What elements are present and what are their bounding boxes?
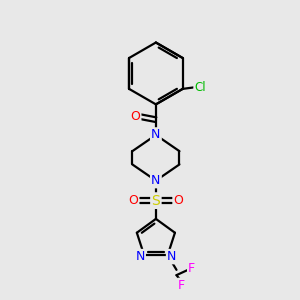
Text: S: S bbox=[152, 194, 160, 208]
Text: N: N bbox=[151, 174, 160, 187]
Text: O: O bbox=[128, 194, 138, 207]
Text: O: O bbox=[174, 194, 184, 207]
Text: F: F bbox=[178, 279, 185, 292]
Text: N: N bbox=[135, 250, 145, 263]
Text: N: N bbox=[151, 128, 160, 142]
Text: Cl: Cl bbox=[194, 81, 206, 94]
Text: O: O bbox=[130, 110, 140, 123]
Text: F: F bbox=[188, 262, 195, 275]
Text: N: N bbox=[167, 250, 176, 263]
